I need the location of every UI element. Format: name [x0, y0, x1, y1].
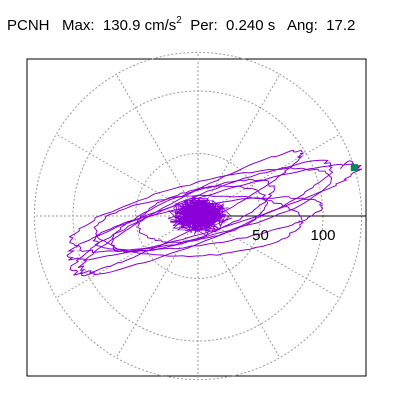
grid-spoke-120 — [115, 74, 199, 217]
trace-orbit-7 — [136, 185, 268, 244]
tick-label-group: 50 100 — [252, 227, 335, 244]
trace-orbit-3 — [77, 149, 305, 275]
station-code: PCNH — [7, 17, 50, 34]
trace-orbit-5 — [93, 194, 304, 258]
angle-value: 17.2 — [326, 17, 356, 34]
trace-core — [167, 195, 233, 237]
chart-title: PCNH Max: 130.9 cm/s2 Per: 0.240 s Ang: … — [7, 15, 356, 34]
grid-spoke-330 — [197, 215, 340, 299]
grid-spoke-30 — [197, 133, 340, 217]
period-label: Per: — [190, 17, 218, 34]
max-value: 130.9 — [102, 17, 141, 34]
grid-spoke-60 — [197, 74, 281, 217]
grid-spoke-150 — [56, 133, 199, 217]
max-point-marker — [350, 164, 358, 172]
max-unit: cm/s — [144, 17, 177, 34]
max-label: Max: — [62, 17, 95, 34]
period-value: 0.240 s — [226, 17, 276, 34]
radial-tick-label-50: 50 — [252, 227, 269, 244]
radial-tick-label-100: 100 — [310, 227, 335, 244]
max-marker-group — [340, 160, 358, 172]
trace-group — [66, 149, 363, 277]
trace-orbit-1 — [69, 159, 334, 277]
max-unit-exponent: 2 — [176, 15, 182, 26]
grid-spoke-240 — [115, 215, 199, 358]
trace-orbit-2 — [68, 167, 333, 254]
plot-frame — [26, 58, 367, 377]
grid-spoke-210 — [56, 215, 199, 299]
trace-orbit-6 — [111, 178, 276, 253]
angle-label: Ang: — [286, 17, 318, 34]
grid-spoke-300 — [197, 215, 281, 358]
